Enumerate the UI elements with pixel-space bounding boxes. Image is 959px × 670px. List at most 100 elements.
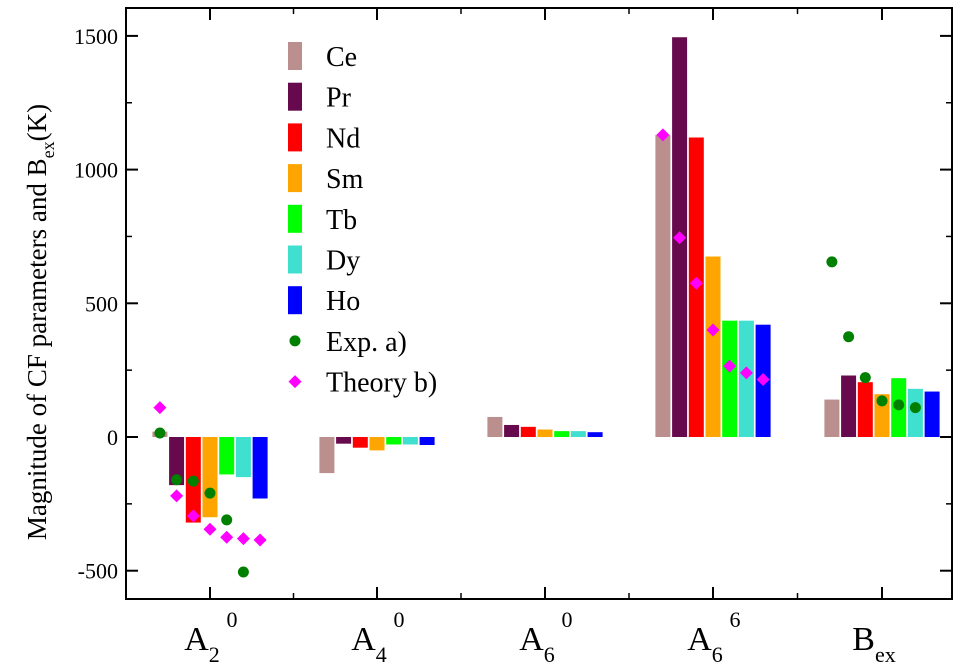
bar-sm [369,437,385,451]
y-axis-label-subscript: ex [38,141,58,158]
bar-ho [587,432,603,437]
exp-point [187,475,199,487]
exp-point [204,487,216,499]
exp-point [876,395,888,407]
x-category-label: Bex [852,621,895,667]
bar-pr [504,424,520,437]
point-series [153,128,921,578]
theory-point [689,276,703,290]
exp-point [859,372,871,384]
bar-pr [169,437,185,486]
theory-point [739,366,753,380]
category-base: A [687,621,712,658]
bar-tb [722,320,738,437]
legend-label: Exp. a) [326,327,407,358]
legend-swatch-tb [288,204,302,233]
legend-label: Tb [326,205,357,236]
bar-ho [252,437,268,499]
bar-dy [402,437,418,445]
theory-point [220,530,234,544]
category-superscript: 0 [562,607,573,632]
x-category-label: A2 [184,621,220,667]
theory-point [153,401,167,415]
category-subscript: 2 [209,642,220,667]
legend-label: Theory b) [326,368,437,399]
y-tick-label: 500 [85,291,118,316]
category-subscript: 6 [712,642,723,667]
plot-frame [125,7,953,600]
legend-marker-exp [289,335,301,347]
exp-point [171,474,183,486]
category-base: A [519,621,544,658]
legend-label: Dy [326,246,360,277]
y-axis-label: Magnitude of CF parameters and Bex(K) [22,104,58,540]
y-axis-ticks: -500 0 500 1000 1500 [74,8,952,599]
x-category-label: A4 [351,621,387,667]
category-subscript: 6 [544,642,555,667]
category-base: B [852,621,875,658]
y-tick-label: -500 [78,559,118,584]
theory-point [236,532,250,546]
exp-point [826,256,838,268]
theory-point [170,489,184,503]
bar-tb [554,431,570,437]
legend-swatch-pr [288,82,302,111]
category-superscript: 6 [730,607,741,632]
x-category-label: A6 [519,621,555,667]
bar-pr [841,375,857,437]
bar-ce [487,416,503,437]
y-axis-label-suffix: (K) [22,104,52,141]
legend: Ce Pr Nd Sm Tb Dy Ho Exp. a) Theory b) [288,42,437,399]
category-subscript: ex [875,642,896,667]
bar-nd [520,426,536,437]
exp-point [893,399,905,411]
exp-point [237,566,249,578]
category-base: A [184,621,209,658]
theory-point [706,323,720,337]
bar-dy [570,431,586,437]
exp-point [221,514,233,526]
bar-tb [386,437,402,445]
bar-ho [419,437,435,446]
legend-swatch-ce [288,42,302,70]
bar-ce [655,134,671,437]
legend-label: Ho [326,286,360,317]
bar-tb [219,437,235,475]
bar-sm [202,437,218,518]
bar-nd [857,382,873,437]
legend-marker-theory [288,375,302,389]
y-axis-label-main: Magnitude of CF parameters and B [22,158,52,540]
exp-point [154,427,166,439]
bar-dy [235,437,251,478]
theory-point [656,128,670,142]
category-superscript: 0 [227,607,238,632]
bar-ce [824,399,840,437]
theory-point [673,231,687,245]
y-tick-label: 0 [107,425,118,450]
bar-sm [537,429,553,437]
category-subscript: 4 [376,642,387,667]
bar-ho [924,391,940,437]
theory-point [756,373,770,387]
y-tick-label: 1500 [74,24,118,49]
category-superscript: 0 [394,607,405,632]
legend-swatch-nd [288,123,302,152]
bar-sm [705,256,721,437]
legend-label: Nd [326,123,360,154]
bar-pr [336,437,352,444]
exp-point [843,331,855,343]
y-tick-label: 1000 [74,158,118,183]
x-category-label: A6 [687,621,723,667]
category-base: A [351,621,376,658]
legend-label: Pr [326,83,352,114]
legend-label: Ce [326,42,357,73]
theory-point [203,522,217,536]
theory-point [253,533,267,547]
bar-series [152,37,940,523]
legend-label: Sm [326,164,364,195]
bar-nd [352,437,368,448]
legend-swatch-ho [288,286,302,315]
bar-ce [319,437,335,474]
